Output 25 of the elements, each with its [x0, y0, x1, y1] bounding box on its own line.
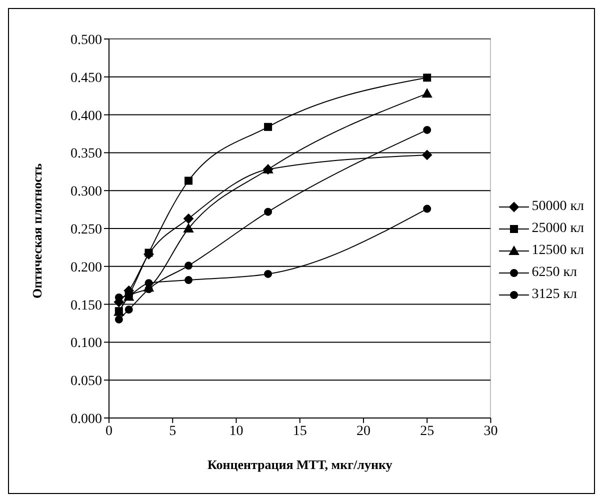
legend-label: 50000 кл: [532, 199, 584, 215]
y-tick-label: 0.100: [70, 336, 102, 352]
y-tick-label: 0.250: [70, 222, 102, 238]
x-tick-label: 0: [106, 424, 112, 439]
y-axis-title: Оптическая плотность: [30, 163, 45, 298]
x-tick-label: 25: [420, 424, 434, 439]
legend-label: 3125 кл: [532, 287, 577, 303]
x-tick-label: 30: [484, 424, 498, 439]
y-tick-label: 0.400: [70, 108, 102, 124]
y-tick-label: 0.350: [70, 146, 102, 162]
y-tick-label: 0.500: [70, 32, 102, 48]
y-tick-label: 0.200: [70, 260, 102, 276]
legend-label: 6250 кл: [532, 265, 577, 281]
x-tick-label: 5: [169, 424, 176, 439]
x-tick-label: 20: [356, 424, 370, 439]
x-axis-title: Концентрация МТТ, мкг/лунку: [207, 457, 393, 472]
y-tick-label: 0.450: [70, 70, 102, 86]
x-tick-label: 15: [292, 424, 307, 439]
legend-label: 12500 кл: [532, 243, 584, 259]
y-tick-label: 0.050: [70, 374, 102, 390]
y-tick-label: 0.150: [70, 298, 102, 314]
x-tick-label: 10: [229, 424, 244, 439]
y-tick-label: 0.000: [70, 412, 102, 427]
y-tick-label: 0.300: [70, 184, 102, 200]
legend-label: 25000 кл: [532, 221, 584, 237]
